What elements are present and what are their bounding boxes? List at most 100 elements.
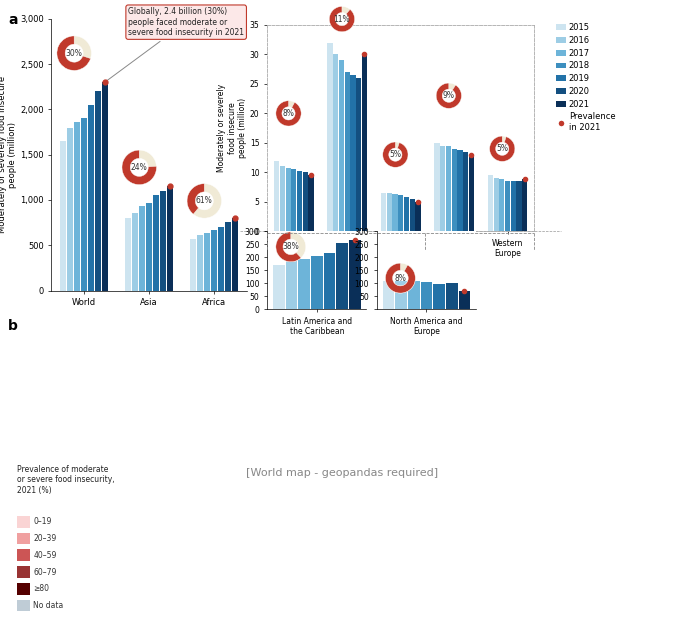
Text: ≥80: ≥80	[34, 584, 49, 593]
Bar	[386, 193, 392, 231]
Wedge shape	[276, 232, 301, 262]
Bar	[132, 213, 138, 291]
Bar	[190, 239, 197, 291]
Wedge shape	[276, 232, 306, 262]
Text: a: a	[8, 12, 18, 26]
Bar	[211, 231, 217, 291]
Bar	[333, 54, 338, 231]
FancyBboxPatch shape	[17, 549, 29, 561]
Text: [World map - geopandas required]: [World map - geopandas required]	[247, 469, 438, 479]
Bar	[458, 291, 470, 309]
Wedge shape	[386, 263, 415, 293]
Text: 8%: 8%	[395, 274, 406, 282]
Text: 11%: 11%	[334, 14, 350, 24]
Bar	[511, 181, 516, 231]
Y-axis label: Moderately or severely
food insecure
people (million): Moderately or severely food insecure peo…	[217, 84, 247, 172]
Bar	[327, 42, 333, 231]
Bar	[166, 186, 173, 291]
Wedge shape	[329, 6, 355, 32]
Bar	[463, 152, 469, 231]
Bar	[383, 281, 395, 309]
Bar	[356, 78, 362, 231]
Bar	[291, 169, 297, 231]
Wedge shape	[122, 150, 156, 184]
Bar	[297, 171, 302, 231]
Bar	[499, 179, 504, 231]
Bar	[393, 194, 397, 231]
Bar	[311, 256, 323, 309]
Bar	[101, 82, 108, 291]
Bar	[95, 91, 101, 291]
Bar	[274, 161, 279, 231]
Text: 0–19: 0–19	[34, 518, 52, 526]
Bar	[446, 146, 451, 231]
Bar	[60, 141, 66, 291]
Bar	[434, 143, 440, 231]
Bar	[469, 154, 474, 231]
Bar	[440, 146, 445, 231]
Text: 60–79: 60–79	[34, 568, 57, 576]
Bar	[395, 281, 407, 309]
Bar	[218, 227, 224, 291]
Wedge shape	[383, 142, 408, 168]
Bar	[522, 179, 527, 231]
Bar	[339, 61, 344, 231]
Bar	[408, 281, 420, 309]
Bar	[66, 127, 73, 291]
Bar	[273, 265, 285, 309]
Text: Globally, 2.4 billion (30%)
people faced moderate or
severe food insecurity in 2: Globally, 2.4 billion (30%) people faced…	[107, 8, 244, 81]
Wedge shape	[436, 83, 462, 108]
Text: 24%: 24%	[131, 163, 147, 172]
Bar	[81, 119, 87, 291]
Bar	[225, 222, 232, 291]
FancyBboxPatch shape	[17, 532, 29, 544]
Text: 5%: 5%	[389, 150, 401, 159]
Text: 8%: 8%	[283, 109, 295, 118]
Bar	[381, 193, 386, 231]
Bar	[323, 253, 336, 309]
Bar	[197, 236, 203, 291]
Wedge shape	[187, 184, 221, 218]
Bar	[336, 243, 348, 309]
Bar	[446, 282, 458, 309]
Bar	[415, 202, 421, 231]
Bar	[298, 259, 310, 309]
Wedge shape	[490, 136, 515, 161]
Bar	[404, 197, 409, 231]
Wedge shape	[329, 6, 355, 32]
Wedge shape	[276, 101, 301, 126]
Wedge shape	[57, 36, 91, 71]
Bar	[88, 105, 94, 291]
Bar	[398, 195, 403, 231]
Text: 40–59: 40–59	[34, 551, 57, 560]
FancyBboxPatch shape	[17, 583, 29, 594]
Wedge shape	[276, 101, 301, 126]
Wedge shape	[436, 83, 462, 108]
Bar	[74, 122, 80, 291]
Bar	[362, 54, 367, 231]
Bar	[488, 175, 493, 231]
Text: 30%: 30%	[66, 49, 83, 58]
Y-axis label: Moderately or severely food insecure
people (million): Moderately or severely food insecure peo…	[0, 76, 17, 233]
Bar	[410, 199, 415, 231]
Wedge shape	[122, 150, 156, 184]
Bar	[351, 75, 356, 231]
Wedge shape	[386, 263, 415, 293]
Text: 61%: 61%	[196, 196, 212, 206]
Bar	[125, 218, 132, 291]
Wedge shape	[187, 184, 204, 214]
Text: 5%: 5%	[496, 144, 508, 153]
Bar	[303, 173, 308, 231]
Bar	[458, 150, 462, 231]
Bar	[153, 196, 159, 291]
Bar	[421, 282, 432, 309]
Legend: 2015, 2016, 2017, 2018, 2019, 2020, 2021, Prevalence
in 2021: 2015, 2016, 2017, 2018, 2019, 2020, 2021…	[552, 20, 619, 135]
Text: No data: No data	[34, 601, 64, 610]
Bar	[493, 178, 499, 231]
Bar	[451, 149, 457, 231]
Bar	[146, 202, 152, 291]
Bar	[433, 284, 445, 309]
FancyBboxPatch shape	[17, 566, 29, 578]
Text: Prevalence of moderate
or severe food insecurity,
2021 (%): Prevalence of moderate or severe food in…	[17, 465, 115, 494]
Wedge shape	[490, 136, 515, 161]
